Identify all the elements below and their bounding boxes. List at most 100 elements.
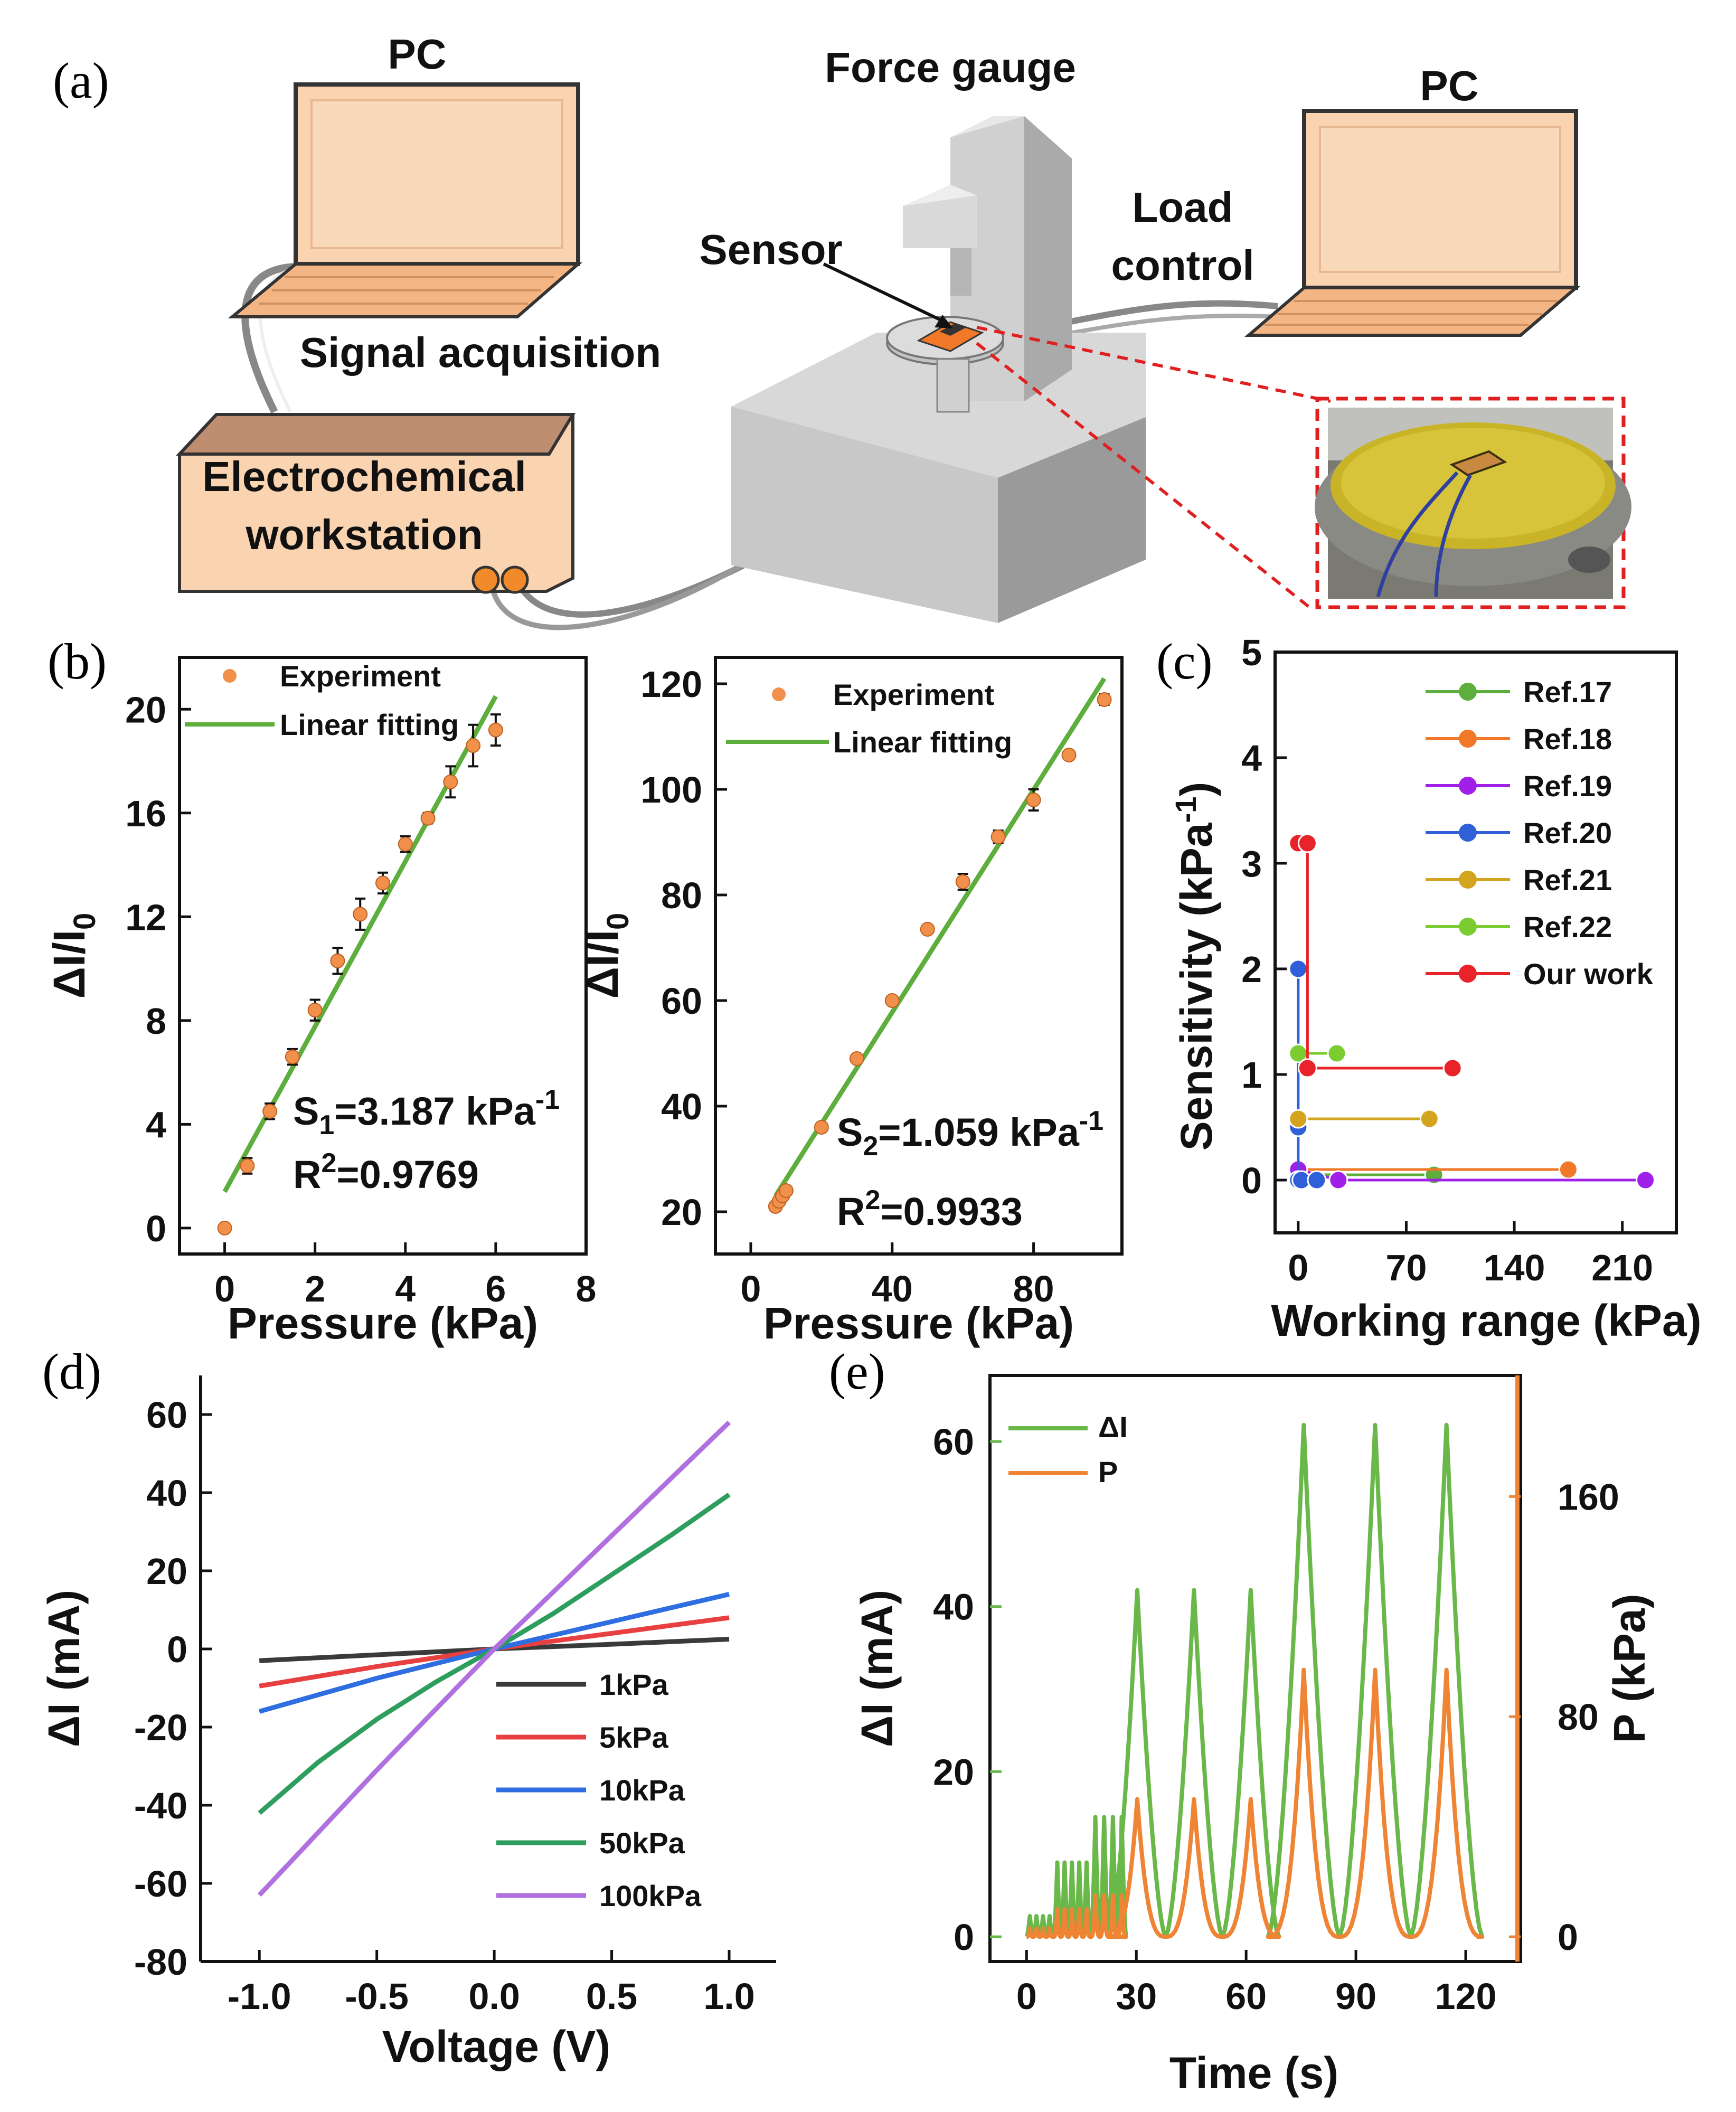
x-tick-label: 4: [395, 1268, 416, 1309]
y-tick-label: 4: [1241, 738, 1262, 779]
x-tick-label: 0: [214, 1268, 235, 1309]
series-point-Ref.22: [1327, 1043, 1347, 1063]
chart-c-xlabel: Working range (kPa): [1271, 1296, 1701, 1345]
sensor-device: [917, 321, 984, 352]
y-tick-label: 40: [661, 1086, 702, 1127]
force-gauge: [731, 116, 1146, 623]
x-tick-label: 140: [1484, 1247, 1545, 1288]
laptop-right-keyboard: [1244, 286, 1581, 337]
legend-marker: [1459, 777, 1477, 795]
electrochemical-workstation: Electrochemical workstation: [176, 413, 576, 594]
y-tick-label: 120: [640, 664, 702, 705]
data-point: [420, 810, 436, 826]
legend-label: Our work: [1523, 957, 1654, 991]
gauge-column-top: [950, 116, 1024, 137]
y-tick-label: 0: [954, 1917, 974, 1958]
y-tick-label: -20: [134, 1707, 187, 1748]
iv-curve-50kPa: [258, 1493, 731, 1815]
chart-b1-slope: S1=3.187 kPa-1: [293, 1085, 560, 1140]
chart-e-xlabel: Time (s): [1169, 2048, 1339, 2098]
x-tick-label: 210: [1591, 1247, 1653, 1288]
data-point: [330, 953, 345, 968]
y-tick-label: 3: [1241, 843, 1262, 884]
x-tick-label: 60: [1225, 1976, 1267, 2017]
data-point: [375, 875, 390, 891]
chart-b2-frame: [714, 656, 1124, 1256]
chart-c-frame: [1273, 650, 1678, 1234]
x-tick-label: 0: [1016, 1976, 1037, 2017]
y-right-tick-label: 0: [1558, 1917, 1578, 1958]
y-tick-label: 1: [1241, 1054, 1262, 1096]
pc-right-laptop: PC: [1244, 62, 1581, 337]
legend-marker: [1459, 824, 1477, 842]
legend-marker: [1459, 871, 1477, 889]
x-tick-label: 8: [576, 1268, 597, 1309]
y-tick-label: 2: [1241, 949, 1262, 990]
gauge-base-front: [731, 407, 998, 623]
x-tick-label: 80: [1013, 1268, 1054, 1309]
data-point: [990, 829, 1006, 844]
iv-curve-100kPa: [257, 1420, 731, 1897]
data-point: [240, 1158, 255, 1173]
y-tick-label: -60: [134, 1863, 187, 1904]
chart-d-iv-curves: (d) -1.0 -0.5 0.0 0.5 1.0 -80 -60 -40 -20 0 20 40 60…: [39, 1343, 776, 2071]
chart-b1-legend-fit: Linear fitting: [280, 708, 459, 741]
laptop-right-keys: [1265, 300, 1558, 326]
gauge-column-side: [1024, 116, 1072, 401]
chart-e-frame: [988, 1374, 1522, 1963]
legend-label: 50kPa: [599, 1826, 685, 1860]
chart-b1-xlabel: Pressure (kPa): [228, 1298, 538, 1348]
chart-b1-sensitivity-low: (b) 0 2 4 6 8 0 4 8 12 16 20 Experiment Linear fit…: [44, 633, 596, 1348]
y-tick-label: 20: [125, 689, 166, 730]
data-point: [307, 1003, 323, 1018]
workstation-port-1: [471, 565, 500, 594]
y-tick-label: 20: [933, 1751, 974, 1793]
y-tick-label: 5: [1241, 632, 1262, 673]
gauge-stage-post: [936, 358, 970, 413]
data-point: [488, 722, 503, 738]
x-tick-label: 40: [872, 1268, 913, 1309]
legend-label: 5kPa: [599, 1721, 669, 1754]
data-point: [285, 1049, 300, 1064]
workstation-label-2: workstation: [246, 511, 483, 558]
sensor-pointer-arrow: [823, 262, 946, 324]
sensor-photo-inset: [976, 326, 1631, 609]
gauge-arm-top: [903, 185, 977, 206]
series-point-Our work: [1442, 1058, 1463, 1078]
chart-b2-ylabel: ΔI/I0: [578, 913, 635, 999]
force-gauge-label: Force gauge: [825, 44, 1076, 91]
chart-e-marks: 0 30 60 90 120 0 20 40 60 0 80 160: [933, 1421, 1619, 2017]
chart-b2-slope: S2=1.059 kPa-1: [837, 1106, 1103, 1162]
gauge-arm-front: [903, 195, 977, 248]
panel-b-label: (b): [48, 633, 107, 690]
chart-b1-ylabel: ΔI/I0: [44, 913, 102, 999]
data-point: [955, 874, 970, 889]
chart-c-marks: 0 70 140 210 0 1 2 3 4 5: [1241, 632, 1656, 1288]
inset-photo-sensor: [1449, 450, 1507, 477]
inset-photo-wire-2: [1434, 474, 1473, 597]
series-point-Ref.21: [1288, 1109, 1308, 1129]
load-control-label-2: control: [1111, 242, 1254, 289]
y-tick-label: 20: [661, 1192, 702, 1233]
x-tick-label: -0.5: [345, 1976, 409, 2017]
series-point-Ref.19: [1636, 1170, 1656, 1190]
chart-b1-legend-marker: [223, 669, 237, 683]
inset-photo-plate-highlight: [1341, 428, 1605, 539]
legend-label: Ref.20: [1523, 816, 1612, 850]
data-point: [398, 836, 413, 852]
chart-b1-r2: R2=0.9769: [293, 1148, 479, 1196]
data-point: [466, 738, 481, 753]
x-tick-label: 6: [485, 1268, 506, 1309]
chart-d-xlabel: Voltage (V): [382, 2022, 610, 2071]
chart-e-ylabel-right: P (kPa): [1605, 1594, 1654, 1743]
data-point: [1026, 793, 1041, 807]
y-right-tick-label: 160: [1558, 1476, 1619, 1517]
panel-a-schematic: (a) PC: [53, 31, 1631, 630]
y-tick-label: 40: [933, 1587, 974, 1628]
legend-marker: [1459, 683, 1477, 701]
pc-left-label: PC: [388, 31, 446, 78]
chart-c-ylabel: Sensitivity (kPa-1): [1169, 782, 1221, 1151]
chart-b2-r2: R2=0.9933: [837, 1185, 1023, 1233]
sensor-arrowhead: [935, 315, 953, 328]
y-tick-label: 60: [146, 1394, 187, 1436]
